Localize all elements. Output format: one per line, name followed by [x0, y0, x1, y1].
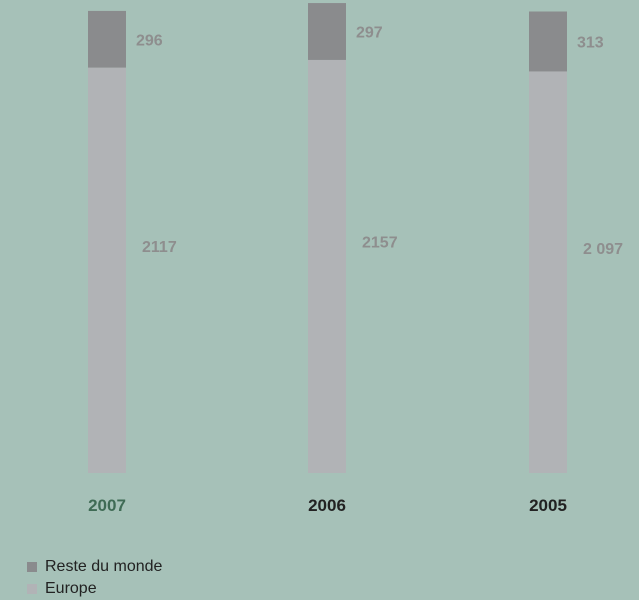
- value-label-reste-du-monde-2005: 313: [577, 34, 604, 51]
- legend-item-europe: Europe: [27, 578, 327, 600]
- value-label-europe-2007: 2117: [142, 239, 177, 256]
- legend-item-reste-du-monde: Reste du monde: [27, 556, 327, 578]
- value-label-reste-du-monde-2006: 297: [356, 25, 383, 42]
- category-label-2005: 2005: [529, 496, 567, 515]
- value-label-europe-2005: 2 097: [583, 241, 623, 258]
- legend-swatch-europe: [27, 584, 37, 594]
- legend-label-reste-du-monde: Reste du monde: [45, 558, 163, 575]
- value-label-europe-2006: 2157: [362, 235, 398, 252]
- legend-swatch-reste-du-monde: [27, 562, 37, 572]
- category-label-2006: 2006: [308, 496, 346, 515]
- value-label-reste-du-monde-2007: 296: [136, 32, 163, 49]
- bar-europe-2007: [88, 67, 126, 473]
- bar-europe-2005: [529, 71, 567, 473]
- bar-reste-du-monde-2006: [308, 3, 346, 60]
- legend-label-europe: Europe: [45, 580, 97, 597]
- category-label-2007: 2007: [88, 496, 126, 515]
- bar-reste-du-monde-2005: [529, 11, 567, 72]
- chart-legend: Reste du monde Europe: [27, 556, 327, 600]
- bar-europe-2006: [308, 59, 346, 473]
- bar-reste-du-monde-2007: [88, 10, 126, 68]
